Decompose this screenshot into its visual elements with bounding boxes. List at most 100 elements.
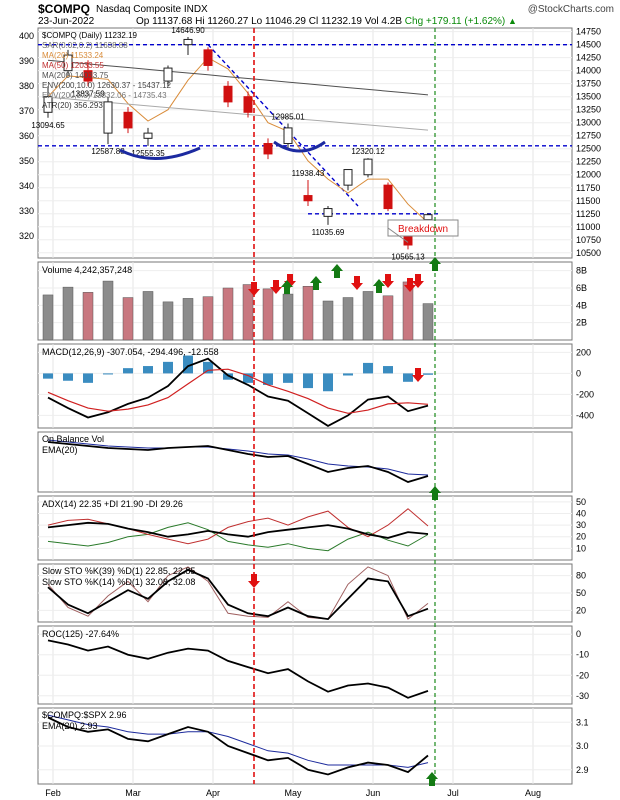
- volume-bar: [142, 291, 154, 341]
- ratio-label: $COMPQ:$SPX 2.96: [42, 710, 127, 720]
- volume-bar: [202, 296, 214, 341]
- price-tick-label: 13000: [576, 118, 601, 128]
- volume-bar: [222, 287, 234, 341]
- candle-body: [123, 111, 133, 129]
- quote-date: 23-Jun-2022: [38, 16, 95, 27]
- adx-line: [47, 521, 429, 539]
- ratio-scale-tick-label: 380: [19, 81, 34, 91]
- adx-tick-label: 20: [576, 532, 586, 542]
- close-value: Cl 11232.19: [308, 16, 362, 27]
- price-tick-label: 14750: [576, 27, 601, 37]
- candle-body: [263, 143, 273, 155]
- price-tick-label: 11000: [576, 222, 600, 232]
- macd-histogram-bar: [203, 361, 213, 374]
- ratio-scale-tick-label: 350: [19, 156, 34, 166]
- roc-tick-label: -10: [576, 650, 589, 660]
- macd-histogram-bar: [143, 366, 153, 374]
- price-legend-entry: SAR(0.02,0.2) 11638.88: [42, 41, 128, 50]
- roc-label: ROC(125) -27.64%: [42, 629, 119, 639]
- change-value: Chg +179.11 (+1.62%): [404, 16, 506, 27]
- ratio-scale-tick-label: 390: [19, 56, 34, 66]
- stochastic-tick-label: 80: [576, 571, 586, 581]
- volume-bar: [102, 280, 114, 341]
- ma20-line: [47, 57, 429, 224]
- stochastic-label: Slow STO %K(39) %D(1) 22.85, 22.85: [42, 566, 195, 576]
- roc-line: [47, 639, 429, 699]
- high-value: Hi 11260.27: [195, 16, 249, 27]
- volume-tick-label: 2B: [576, 318, 587, 328]
- ratio-ema-line: [47, 714, 429, 768]
- price-annotation: 13837.59: [71, 89, 105, 98]
- price-annotation: 10565.13: [391, 252, 425, 261]
- candle-body: [383, 184, 393, 210]
- candle-body: [183, 38, 193, 46]
- candle-body: [303, 195, 313, 202]
- instrument-name: Nasdaq Composite INDX: [96, 4, 208, 15]
- candle-body: [283, 127, 293, 145]
- ratio-scale-tick-label: 340: [19, 181, 34, 191]
- macd-tick-label: 0: [576, 368, 581, 378]
- volume-bar: [362, 291, 374, 341]
- chart-symbol: $COMPQ: [38, 2, 91, 16]
- open-value: Op 11137.68: [136, 16, 193, 27]
- volume-bar: [422, 303, 434, 341]
- price-tick-label: 14000: [576, 66, 601, 76]
- ratio-scale-tick-label: 400: [19, 31, 34, 41]
- price-tick-label: 11250: [576, 209, 600, 219]
- adx-label: ADX(14) 22.35 +DI 21.90 -DI 29.26: [42, 499, 183, 509]
- macd-tick-label: -200: [576, 389, 594, 399]
- volume-tick-label: 6B: [576, 283, 587, 293]
- volume-bar: [282, 293, 294, 341]
- price-legend-entry: MA(200) 14033.75: [42, 71, 109, 80]
- macd-histogram-bar: [243, 373, 253, 383]
- obv-line: [47, 441, 429, 483]
- price-legend-entry: ENV(200,5.0) 13332.06 - 14735.43: [42, 91, 167, 100]
- volume-bar: [42, 294, 54, 341]
- roc-tick-label: -30: [576, 691, 589, 701]
- volume-bar: [122, 297, 134, 341]
- volume-bar: [322, 300, 334, 341]
- ratio-line: [47, 716, 429, 776]
- green-signal-arrow-icon: [373, 279, 385, 293]
- volume-bar: [242, 284, 254, 341]
- macd-histogram-bar: [183, 355, 193, 374]
- volume-tick-label: 4B: [576, 300, 587, 310]
- candle-body: [63, 54, 73, 72]
- price-legend-entry: MA(50) 12033.55: [42, 61, 104, 70]
- obv-label: On Balance Vol: [42, 434, 104, 444]
- volume-bar: [62, 286, 74, 341]
- macd-histogram-bar: [63, 373, 73, 381]
- roc-panel: [37, 625, 573, 705]
- up-arrow-icon: ▲: [508, 16, 517, 26]
- candle-body: [343, 169, 353, 186]
- ohlc-readout: Op 11137.68 Hi 11260.27 Lo 11046.29 Cl 1…: [136, 16, 517, 27]
- candle-body: [243, 96, 253, 113]
- adx-tick-label: 40: [576, 508, 586, 518]
- downtrend-line: [207, 44, 359, 207]
- ratio-tick-label: 2.9: [576, 765, 589, 775]
- macd-histogram-bar: [343, 373, 353, 376]
- ratio-scale-tick-label: 320: [19, 231, 34, 241]
- macd-tick-label: -400: [576, 410, 594, 420]
- volume-bar: [162, 301, 174, 341]
- support-arc: [119, 146, 201, 160]
- volume-bar: [302, 286, 314, 341]
- candle-body: [103, 101, 113, 134]
- candle-body: [223, 85, 233, 103]
- price-annotation: 11938.43: [292, 169, 325, 178]
- candle-body: [83, 70, 93, 82]
- adx-tick-label: 10: [576, 543, 586, 553]
- candle-body: [143, 132, 153, 139]
- macd-histogram-bar: [123, 368, 133, 374]
- adx-tick-label: 30: [576, 520, 586, 530]
- macd-histogram-bar: [363, 362, 373, 374]
- macd-tick-label: 200: [576, 347, 591, 357]
- breakdown-pointer: [387, 227, 409, 243]
- price-annotation: 12587.88: [91, 147, 125, 156]
- red-signal-arrow-icon: [351, 276, 363, 290]
- macd-histogram-bar: [43, 373, 53, 379]
- candle-body: [363, 158, 373, 176]
- stochastic-label: Slow STO %K(14) %D(1) 32.08, 32.08: [42, 577, 195, 587]
- volume-bar: [82, 292, 94, 341]
